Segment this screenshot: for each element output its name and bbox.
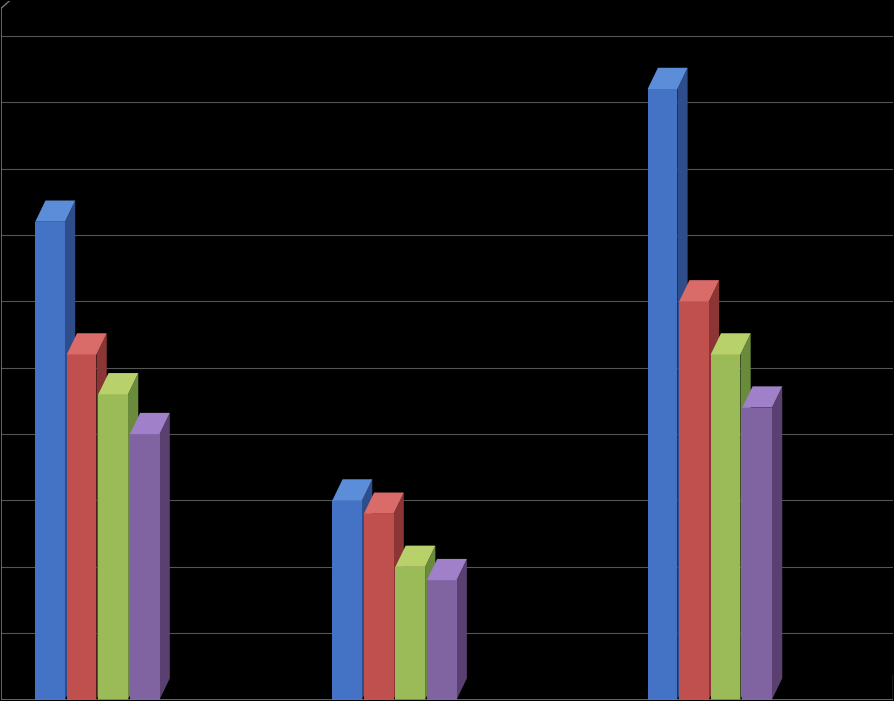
Bar [711,355,740,700]
Polygon shape [709,280,719,700]
Bar [742,407,772,700]
Polygon shape [647,68,687,89]
Bar [395,567,425,700]
Polygon shape [393,493,404,700]
Polygon shape [395,545,435,567]
Polygon shape [98,373,139,394]
Polygon shape [457,559,467,700]
Polygon shape [35,200,75,222]
Bar [679,301,709,700]
Polygon shape [740,333,751,700]
Bar [130,434,159,700]
Bar [333,501,362,700]
Polygon shape [427,559,467,580]
Polygon shape [67,333,106,355]
Polygon shape [678,68,687,700]
Polygon shape [128,373,139,700]
Bar [35,222,65,700]
Bar [67,355,97,700]
Polygon shape [362,479,372,700]
Polygon shape [364,493,404,514]
Polygon shape [711,333,751,355]
Polygon shape [742,386,782,407]
Polygon shape [159,413,170,700]
Bar [364,514,393,700]
Polygon shape [679,280,719,301]
Polygon shape [772,386,782,700]
Bar [98,394,128,700]
Bar [647,89,678,700]
Polygon shape [130,413,170,434]
Polygon shape [425,545,435,700]
Bar [427,580,457,700]
Polygon shape [333,479,372,501]
Polygon shape [65,200,75,700]
Polygon shape [97,333,106,700]
